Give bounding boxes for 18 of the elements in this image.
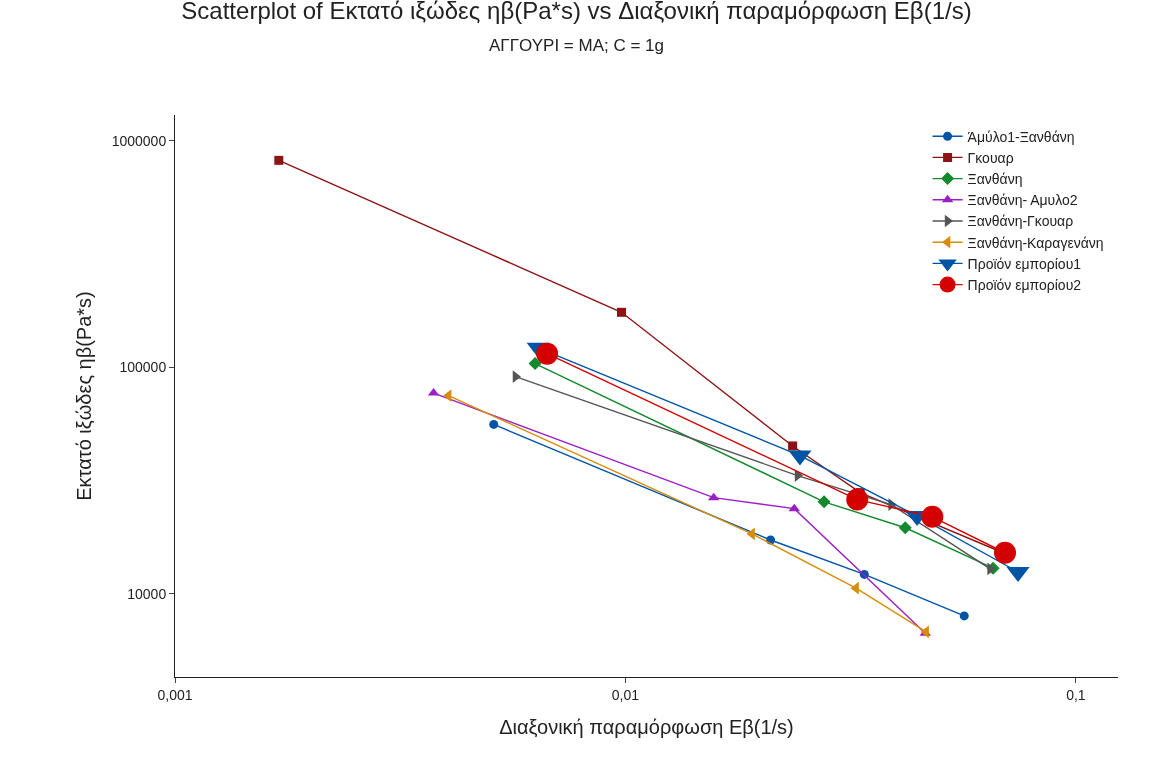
x-tick-label: 0,01 <box>611 686 640 703</box>
y-axis-title: Εκτατό ιξώδες ηβ(Pa*s) <box>73 291 96 501</box>
legend-label: Προϊόν εμπορίου1 <box>967 255 1082 272</box>
y-tick-label: 1000000 <box>111 132 167 149</box>
x-axis-title: Διαξονική παραμόρφωση Εβ(1/s) <box>499 716 794 739</box>
y-tick-label: 100000 <box>119 359 167 376</box>
legend-label: Ξανθάνη-Γκουαρ <box>967 213 1074 230</box>
legend-label: Ξανθάνη <box>967 171 1023 188</box>
x-tick-label: 0,001 <box>157 686 193 703</box>
legend-label: Ξανθάνη-Καραγενάνη <box>967 234 1104 251</box>
legend-label: Άμύλο1-Ξανθάνη <box>967 128 1075 145</box>
chart-subtitle: ΑΓΓΟΥΡΙ = ΜΑ; C = 1g <box>488 35 665 55</box>
y-tick-label: 10000 <box>127 585 167 602</box>
legend-label: Προϊόν εμπορίου2 <box>967 277 1082 294</box>
legend-label: Ξανθάνη- Αμυλο2 <box>967 192 1078 209</box>
legend-label: Γκουαρ <box>967 149 1014 166</box>
chart-title: Scatterplot of Εκτατό ιξώδες ηβ(Pa*s) vs Διαξονική παραμόρφωση Εβ(1/s) <box>181 0 972 25</box>
x-tick-label: 0,1 <box>1066 686 1086 703</box>
